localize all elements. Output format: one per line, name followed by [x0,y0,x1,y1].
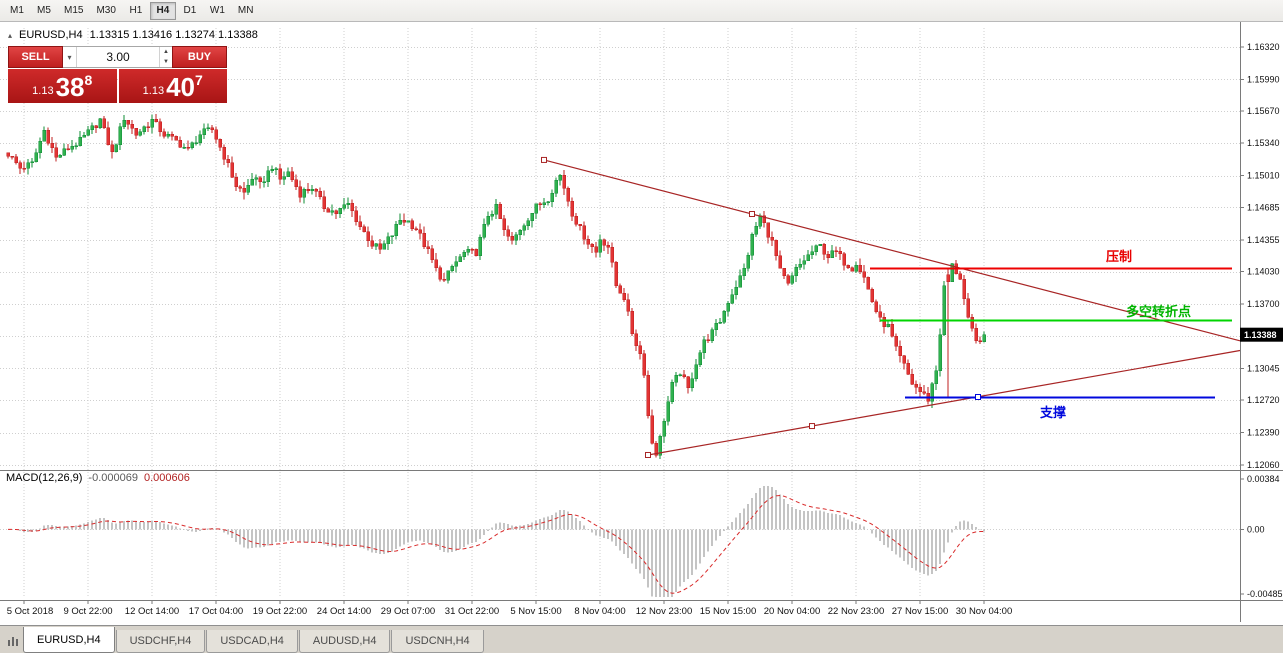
svg-text:1.16320: 1.16320 [1247,42,1280,52]
svg-text:1.12390: 1.12390 [1247,428,1280,438]
svg-text:1.15990: 1.15990 [1247,74,1280,84]
svg-text:9 Oct 22:00: 9 Oct 22:00 [63,606,112,617]
tab-usdcnh-h4[interactable]: USDCNH,H4 [391,630,484,653]
svg-text:22 Nov 23:00: 22 Nov 23:00 [828,606,885,617]
svg-text:27 Nov 15:00: 27 Nov 15:00 [892,606,949,617]
one-click-toggle-icon[interactable]: ▴ [8,30,13,40]
volume-box: ▾ ▲ ▼ [63,46,172,68]
tf-button-w1[interactable]: W1 [204,2,231,20]
svg-text:1.15670: 1.15670 [1247,106,1280,116]
tf-button-h1[interactable]: H1 [123,2,149,20]
svg-text:1.14030: 1.14030 [1247,267,1280,277]
svg-text:8 Nov 04:00: 8 Nov 04:00 [574,606,625,617]
pivot-label: 多空转折点 [1126,304,1192,319]
tf-button-m1[interactable]: M1 [4,2,30,20]
ohlc-values: 1.13315 1.13416 1.13274 1.13388 [89,29,258,41]
bid-pips: 38 [55,72,85,102]
svg-text:1.12060: 1.12060 [1247,460,1280,470]
tf-button-m30[interactable]: M30 [90,2,121,20]
tf-button-m15[interactable]: M15 [58,2,89,20]
ask-point: 7 [195,72,203,88]
volume-up-button[interactable]: ▲ [163,49,169,55]
svg-text:1.13045: 1.13045 [1247,363,1280,373]
ask-prefix: 1.13 [142,85,165,97]
current-price-tag: 1.13388 [1240,327,1283,342]
macd-signal-value: 0.000606 [143,472,190,484]
tf-button-mn[interactable]: MN [232,2,260,20]
sell-button[interactable]: SELL [8,46,63,68]
symbol-label: EURUSD,H4 [19,29,83,41]
bid-prefix: 1.13 [32,85,54,97]
ask-price-tile[interactable]: 1.13 40 7 [118,69,227,103]
macd-main-value: -0.000069 [88,472,138,484]
macd-layer [7,485,985,597]
drawings-layer[interactable] [541,156,1241,458]
tab-usdchf-h4[interactable]: USDCHF,H4 [115,630,206,653]
svg-text:12 Nov 23:00: 12 Nov 23:00 [636,606,693,617]
tab-usdcad-h4[interactable]: USDCAD,H4 [206,630,298,653]
timeframe-toolbar: M1 M5 M15 M30 H1 H4 D1 W1 MN [0,0,1283,22]
svg-text:1.13700: 1.13700 [1247,299,1280,309]
one-click-trading-panel: SELL ▾ ▲ ▼ BUY 1.13 38 8 1.13 40 7 [8,46,227,103]
svg-text:20 Nov 04:00: 20 Nov 04:00 [764,606,821,617]
svg-text:30 Nov 04:00: 30 Nov 04:00 [956,606,1013,617]
svg-text:1.12720: 1.12720 [1247,395,1280,405]
tf-button-m5[interactable]: M5 [31,2,57,20]
ask-pips: 40 [166,72,196,102]
svg-text:19 Oct 22:00: 19 Oct 22:00 [253,606,307,617]
macd-header: MACD(12,26,9) -0.000069 0.000606 [6,472,190,484]
svg-text:1.14355: 1.14355 [1247,235,1280,245]
support-label: 支撑 [1040,405,1067,420]
chart-window-icon [3,630,23,652]
candles-layer [6,113,986,459]
volume-stepper: ▲ ▼ [159,47,172,67]
tab-eurusd-h4[interactable]: EURUSD,H4 [23,627,115,653]
svg-text:1.13388: 1.13388 [1244,330,1277,340]
chart-canvas[interactable]: 1.16320 1.15990 1.15670 1.15340 1.15010 1.146… [0,0,1283,625]
quote-header: ▴ EURUSD,H4 1.13315 1.13416 1.13274 1.13… [8,29,258,41]
svg-text:5 Nov 15:00: 5 Nov 15:00 [510,606,561,617]
tab-audusd-h4[interactable]: AUDUSD,H4 [298,630,391,653]
svg-text:29 Oct 07:00: 29 Oct 07:00 [381,606,435,617]
bid-point: 8 [84,72,93,88]
macd-name: MACD(12,26,9) [6,472,83,484]
volume-input[interactable] [77,47,159,67]
svg-text:1.15010: 1.15010 [1247,171,1280,181]
axes-layer: 1.16320 1.15990 1.15670 1.15340 1.15010 1.146… [0,22,1283,622]
buy-button[interactable]: BUY [172,46,227,68]
svg-text:1.14685: 1.14685 [1247,202,1280,212]
svg-text:1.15340: 1.15340 [1247,138,1280,148]
grid-layer [0,28,1240,598]
bid-price-tile[interactable]: 1.13 38 8 [8,69,117,103]
svg-text:17 Oct 04:00: 17 Oct 04:00 [189,606,243,617]
svg-text:5 Oct 2018: 5 Oct 2018 [7,606,53,617]
svg-text:31 Oct 22:00: 31 Oct 22:00 [445,606,499,617]
svg-text:0.00384: 0.00384 [1247,474,1280,484]
svg-text:24 Oct 14:00: 24 Oct 14:00 [317,606,371,617]
resistance-label: 压制 [1106,249,1133,264]
volume-dropdown-button[interactable]: ▾ [63,47,77,67]
tf-button-d1[interactable]: D1 [177,2,203,20]
svg-text:12 Oct 14:00: 12 Oct 14:00 [125,606,179,617]
tf-button-h4[interactable]: H4 [149,1,176,20]
svg-text:-0.00485: -0.00485 [1247,589,1283,599]
svg-text:0.00: 0.00 [1247,524,1265,534]
volume-down-button[interactable]: ▼ [163,59,169,65]
chart-tabbar: EURUSD,H4 USDCHF,H4 USDCAD,H4 AUDUSD,H4 … [0,625,1283,653]
svg-text:15 Nov 15:00: 15 Nov 15:00 [700,606,757,617]
